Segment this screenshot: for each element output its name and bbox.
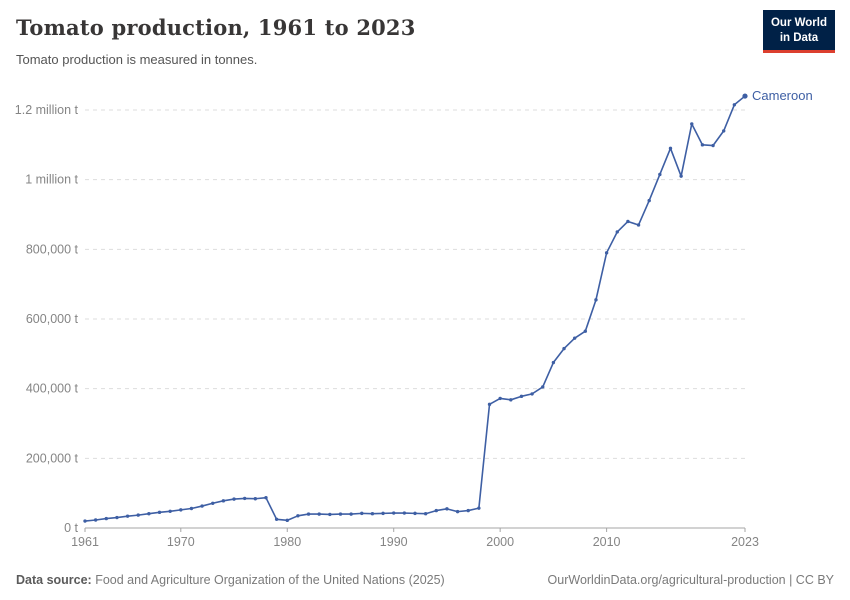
data-point <box>296 514 300 518</box>
data-source-note: Data source: Food and Agriculture Organi… <box>16 573 445 587</box>
data-point <box>338 512 343 516</box>
x-tick-label: 2023 <box>731 535 759 549</box>
data-point <box>722 129 726 133</box>
data-source-label: Data source: <box>16 573 92 587</box>
data-point <box>519 394 524 399</box>
data-point <box>179 508 183 512</box>
data-point <box>530 392 534 396</box>
entity-label: Cameroon <box>752 88 813 103</box>
series-line <box>84 95 746 522</box>
data-point <box>455 509 460 514</box>
data-point <box>466 508 470 513</box>
data-point <box>253 497 258 501</box>
data-point <box>157 510 162 515</box>
data-point <box>349 512 353 516</box>
page-title: Tomato production, 1961 to 2023 <box>16 15 416 40</box>
data-point <box>189 506 194 511</box>
x-tick-label: 1990 <box>380 535 408 549</box>
data-point <box>328 512 332 517</box>
data-point <box>647 198 651 203</box>
data-point <box>487 402 492 407</box>
data-point <box>306 512 311 516</box>
data-point <box>147 512 151 516</box>
data-point <box>200 504 204 508</box>
data-point <box>413 511 417 516</box>
data-point <box>392 511 396 515</box>
y-tick-label: 200,000 t <box>26 451 79 465</box>
owid-url-link[interactable]: OurWorldinData.org/agricultural-producti… <box>547 573 834 587</box>
x-tick-label: 2000 <box>486 535 514 549</box>
data-point <box>434 508 438 513</box>
data-point <box>370 512 375 516</box>
data-point <box>615 230 619 234</box>
data-point <box>381 511 385 516</box>
data-point <box>104 516 108 521</box>
data-point <box>711 143 715 148</box>
owid-logo-line1: Our World <box>770 17 827 29</box>
data-point <box>83 519 87 523</box>
data-point <box>445 507 449 511</box>
data-point <box>211 501 215 505</box>
data-point <box>583 329 588 333</box>
data-point <box>402 511 407 515</box>
data-point <box>221 499 226 503</box>
x-tick-label: 2010 <box>593 535 621 549</box>
data-point <box>136 513 140 517</box>
data-source-text: Food and Agriculture Organization of the… <box>91 573 445 587</box>
owid-logo-line2: in Data <box>779 31 819 44</box>
data-point <box>636 223 641 227</box>
chart-footer: Data source: Food and Agriculture Organi… <box>16 573 834 587</box>
data-point <box>732 103 737 107</box>
data-point <box>541 385 545 389</box>
data-point <box>317 512 321 516</box>
data-point <box>498 396 502 401</box>
series-end-point <box>742 93 748 99</box>
data-point <box>690 122 694 126</box>
data-point <box>423 512 428 516</box>
y-tick-label: 0 t <box>64 521 78 535</box>
data-point <box>658 172 662 177</box>
data-point <box>668 146 673 151</box>
x-tick-label: 1961 <box>71 535 99 549</box>
data-point <box>232 497 236 501</box>
data-point <box>115 515 119 520</box>
data-point <box>274 517 279 521</box>
data-point <box>477 506 481 510</box>
owid-logo[interactable]: Our World in Data <box>762 10 835 53</box>
data-point <box>285 518 289 523</box>
data-point <box>242 496 247 501</box>
data-point <box>360 511 364 516</box>
data-point <box>626 219 630 224</box>
y-tick-label: 600,000 t <box>26 312 79 326</box>
x-tick-label: 1970 <box>167 535 195 549</box>
x-tick-label: 1980 <box>273 535 301 549</box>
data-point <box>264 495 268 500</box>
data-point <box>572 336 577 340</box>
data-point <box>168 509 172 513</box>
data-point <box>125 514 130 518</box>
data-point <box>700 143 705 147</box>
y-tick-label: 800,000 t <box>26 242 79 256</box>
y-tick-label: 400,000 t <box>26 382 79 396</box>
data-point <box>93 518 98 522</box>
data-point <box>604 251 609 255</box>
data-point <box>551 360 556 365</box>
chart-subtitle: Tomato production is measured in tonnes. <box>16 52 258 67</box>
data-point <box>679 174 683 178</box>
y-tick-label: 1 million t <box>25 173 78 187</box>
data-point <box>562 346 566 351</box>
y-tick-label: 1.2 million t <box>15 103 79 117</box>
data-point <box>594 298 598 302</box>
data-point <box>509 398 513 402</box>
